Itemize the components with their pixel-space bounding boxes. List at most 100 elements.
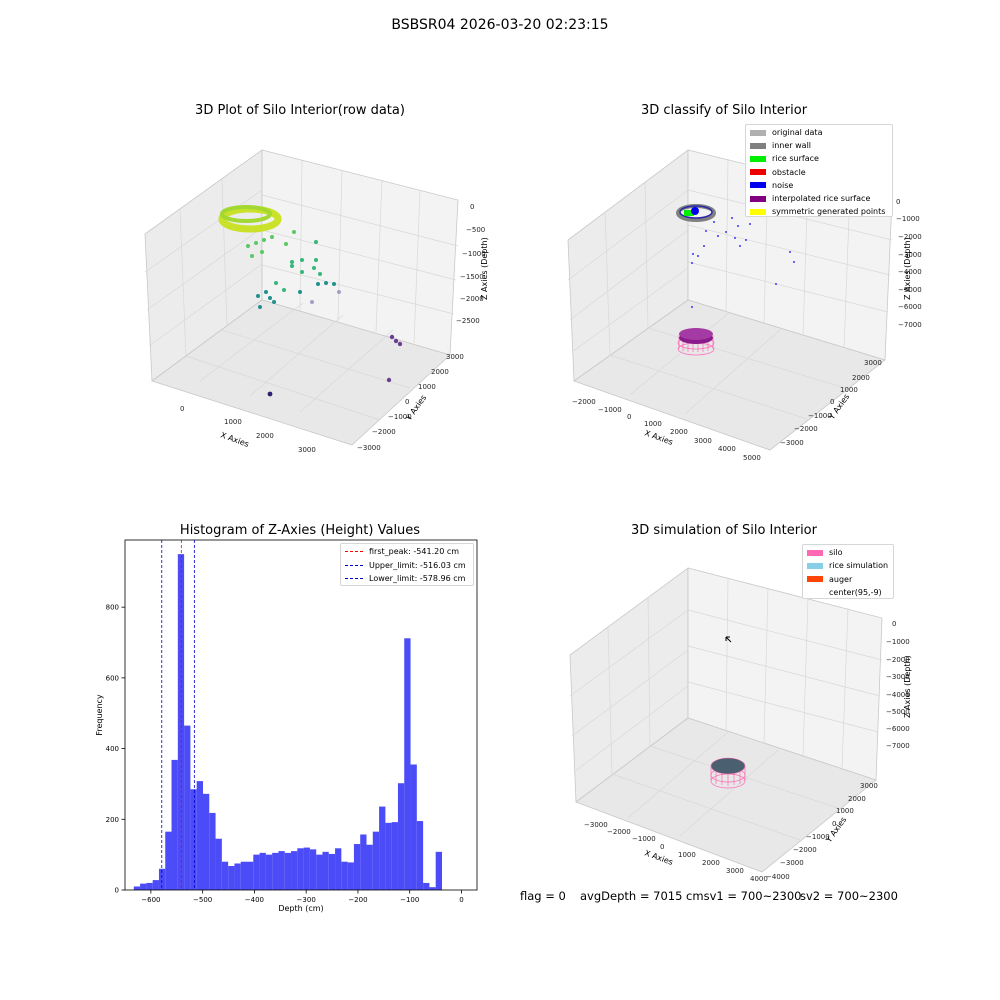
- simulation-legend: silo rice simulation auger center(95,-9): [802, 544, 894, 599]
- p4-ytick: 1000: [836, 807, 854, 815]
- panel2-title: 3D classify of Silo Interior: [640, 103, 808, 118]
- histogram-bar: [341, 861, 348, 890]
- p4-xtick: −1000: [632, 835, 656, 843]
- p4-xtick: 2000: [702, 859, 720, 867]
- p4-xtick: 3000: [726, 867, 744, 875]
- legend-item: obstacle: [750, 166, 892, 179]
- legend-item: silo: [807, 546, 893, 559]
- histogram-bar: [397, 783, 405, 890]
- p1-xlabel: X Axies: [219, 430, 250, 449]
- legend-label: inner wall: [772, 141, 812, 151]
- legend-label: silo: [829, 548, 843, 557]
- panel4-3d-plot: −3000 −2000 −1000 0 1000 2000 3000 4000 …: [569, 567, 912, 883]
- p1-ztick: −500: [466, 226, 485, 234]
- p1-xtick: 0: [180, 405, 184, 413]
- p1-ztick: −1500: [460, 273, 484, 281]
- p2-ytick: −3000: [780, 439, 804, 447]
- p4-ztick: −6000: [886, 725, 910, 733]
- p4-ztick: 0: [892, 620, 896, 628]
- legend-label: Upper_limit: -516.03 cm: [369, 560, 466, 570]
- p4-xtick: 0: [660, 843, 664, 851]
- histogram-bar: [328, 853, 336, 890]
- p1-ytick: 1000: [418, 383, 436, 391]
- p2-ztick: −3000: [898, 251, 922, 259]
- p2-xtick: 5000: [743, 454, 761, 462]
- p2-ztick: −5000: [898, 286, 922, 294]
- histogram-bar: [372, 831, 380, 890]
- histogram-bar: [196, 781, 203, 890]
- histogram-bar: [278, 851, 285, 890]
- histogram-bar: [234, 863, 241, 890]
- histogram-bar: [184, 725, 191, 890]
- p4-xtick: 1000: [678, 851, 696, 859]
- histogram-bar: [284, 852, 292, 890]
- histogram-bar: [140, 883, 147, 890]
- histogram-bar: [429, 887, 436, 890]
- p2-ytick: −1000: [808, 412, 832, 420]
- histogram-bar: [259, 852, 266, 890]
- sv2-text: sv2 = 700~2300: [800, 889, 898, 903]
- p1-ztick: −2500: [456, 317, 480, 325]
- histogram-threshold-lines: [161, 540, 195, 890]
- p2-xtick: 0: [627, 413, 631, 421]
- histogram-xlabel: Depth (cm): [278, 904, 323, 913]
- histogram-bar: [423, 882, 430, 890]
- p4-ytick: −3000: [780, 859, 804, 867]
- panel1-gridlines: [144, 159, 459, 421]
- histogram-bar: [165, 831, 172, 890]
- p2-xtick: −1000: [598, 406, 622, 414]
- histogram-bar: [253, 854, 260, 890]
- p4-ztick: −1000: [886, 638, 910, 646]
- p4-ytick: −2000: [793, 846, 817, 854]
- histogram-yticks: 0 200 400 600 800: [106, 604, 125, 895]
- p1-zlabel: Z Axies (Depth): [480, 237, 489, 300]
- p1-xtick: 2000: [256, 432, 274, 440]
- x-tick-label: −200: [348, 896, 367, 904]
- panel4-title: 3D simulation of Silo Interior: [631, 523, 817, 538]
- p2-ytick: 0: [830, 398, 834, 406]
- legend-label: first_peak: -541.20 cm: [369, 547, 460, 556]
- histogram-bar: [404, 638, 411, 890]
- panel2-axis-ticks: −2000 −1000 0 1000 2000 3000 4000 5000 3…: [572, 198, 922, 462]
- histogram-bar: [435, 851, 442, 890]
- panel4-objects: [710, 636, 746, 789]
- histogram-bar: [152, 880, 159, 890]
- histogram-legend: first_peak: -541.20 cm Upper_limit: -516…: [340, 543, 474, 586]
- histogram-bar: [215, 838, 222, 890]
- x-tick-label: −300: [297, 896, 316, 904]
- legend-label: rice surface: [772, 154, 819, 164]
- p4-ytick: 3000: [860, 782, 878, 790]
- p2-ztick: 0: [896, 198, 900, 206]
- x-tick-label: 0: [459, 896, 463, 904]
- p2-ztick: −7000: [898, 321, 922, 329]
- p4-ytick: −1000: [806, 833, 830, 841]
- p4-ztick: −5000: [886, 708, 910, 716]
- legend-label: rice simulation: [829, 561, 889, 571]
- histogram-bar: [303, 847, 310, 890]
- legend-item: noise: [750, 179, 892, 192]
- p2-ytick: −2000: [794, 425, 818, 433]
- histogram-plot: −600 −500 −400 −300 −200 −100 0 0200400600800 …: [95, 539, 478, 913]
- p1-xtick: 3000: [298, 446, 316, 454]
- histogram-bar: [272, 852, 279, 890]
- y-tick-label: 600: [106, 674, 119, 682]
- histogram-bar: [379, 806, 386, 890]
- x-tick-label: −400: [245, 896, 264, 904]
- p2-ztick: −1000: [896, 215, 920, 223]
- histogram-bar: [385, 822, 392, 890]
- legend-item: first_peak: -541.20 cm: [345, 545, 473, 559]
- histogram-axes-frame: [124, 539, 478, 891]
- legend-label: Lower_limit: -578.96 cm: [369, 574, 466, 583]
- histogram-bar: [209, 812, 216, 890]
- p4-ztick: −2000: [886, 656, 910, 664]
- histogram-bar: [335, 848, 342, 890]
- histogram-bar: [247, 861, 254, 890]
- flag-text: flag = 0: [520, 889, 566, 903]
- p4-xtick: 4000: [750, 875, 768, 883]
- legend-item: rice surface: [750, 152, 892, 165]
- legend-item: original data: [750, 126, 892, 139]
- histogram-bar: [410, 764, 417, 890]
- histogram-bar: [133, 886, 141, 890]
- p2-ytick: 1000: [840, 386, 858, 394]
- legend-label: symmetric generated points: [772, 207, 886, 217]
